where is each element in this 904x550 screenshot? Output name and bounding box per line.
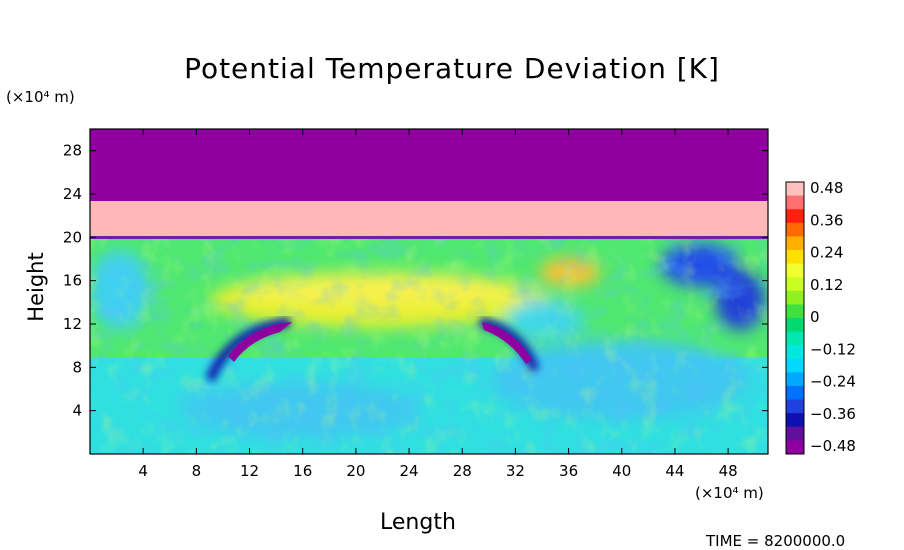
colorbar-swatch	[786, 304, 804, 319]
y-tick-label: 28	[63, 142, 82, 160]
colorbar-label: −0.24	[810, 373, 856, 391]
colorbar-label: 0.12	[810, 276, 843, 294]
colorbar-swatch	[786, 413, 804, 428]
colorbar-swatch	[786, 236, 804, 251]
cold-core-right	[482, 322, 532, 364]
colorbar: 0.48 0.36 0.24 0.12 0 −0.12 −0.24 −0.36 −0.48	[785, 179, 856, 455]
colorbar-frame	[785, 181, 805, 455]
x-tick-label: 20	[346, 462, 365, 480]
x-tick-label: 44	[665, 462, 684, 480]
colorbar-swatch	[786, 399, 804, 414]
y-tick-label: 8	[72, 358, 82, 376]
sponge-band	[90, 201, 768, 237]
colorbar-swatch	[786, 250, 804, 265]
colorbar-swatch	[786, 331, 804, 346]
colorbar-swatch	[786, 318, 804, 333]
y-axis-ticks: 4 8 12 16 20 24 28	[63, 142, 768, 420]
colorbar-swatch	[786, 182, 804, 197]
x-tick-label: 28	[453, 462, 472, 480]
cold-core-left	[228, 322, 292, 362]
colorbar-label: −0.36	[810, 405, 856, 423]
cold-front-left	[205, 317, 291, 382]
colorbar-swatch	[786, 290, 804, 305]
y-axis-unit: (×10⁴ m)	[6, 88, 75, 106]
x-tick-label: 40	[612, 462, 631, 480]
x-tick-label: 4	[138, 462, 148, 480]
top-band	[90, 129, 768, 201]
y-tick-label: 16	[63, 272, 82, 290]
colorbar-label: 0.36	[810, 211, 843, 229]
colorbar-swatch	[786, 209, 804, 224]
plot-frame	[89, 128, 769, 455]
x-tick-label: 16	[293, 462, 312, 480]
x-tick-label: 32	[506, 462, 525, 480]
x-tick-label: 8	[192, 462, 202, 480]
x-axis-ticks: 4 8 12 16 20 24 28 32 36 40 44 48	[138, 129, 738, 480]
colorbar-label: 0.48	[810, 179, 843, 197]
plot-field	[90, 129, 768, 454]
x-axis-unit: (×10⁴ m)	[695, 484, 764, 502]
colorbar-swatch	[786, 277, 804, 292]
x-tick-label: 12	[240, 462, 259, 480]
x-tick-label: 36	[559, 462, 578, 480]
colorbar-label: 0.24	[810, 244, 843, 262]
colorbar-swatch	[786, 426, 804, 441]
y-tick-label: 24	[63, 185, 82, 203]
colorbar-swatch	[786, 440, 804, 455]
colorbar-label: −0.48	[810, 437, 856, 455]
colorbar-swatch	[786, 386, 804, 401]
colorbar-swatch	[786, 345, 804, 360]
warm-texture	[90, 238, 768, 454]
x-tick-label: 48	[719, 462, 738, 480]
colorbar-swatch	[786, 222, 804, 237]
colorbar-swatch	[786, 372, 804, 387]
colorbar-label: 0	[810, 308, 820, 326]
y-tick-label: 4	[72, 402, 82, 420]
colorbar-label: −0.12	[810, 340, 856, 358]
chart-title: Potential Temperature Deviation [K]	[184, 52, 720, 85]
band-edge	[90, 236, 768, 239]
x-tick-label: 24	[400, 462, 419, 480]
colorbar-swatch	[786, 195, 804, 210]
colorbar-swatch	[786, 263, 804, 278]
y-tick-label: 20	[63, 228, 82, 246]
colorbar-swatch	[786, 358, 804, 373]
y-tick-label: 12	[63, 315, 82, 333]
x-axis-label: Length	[380, 510, 456, 535]
